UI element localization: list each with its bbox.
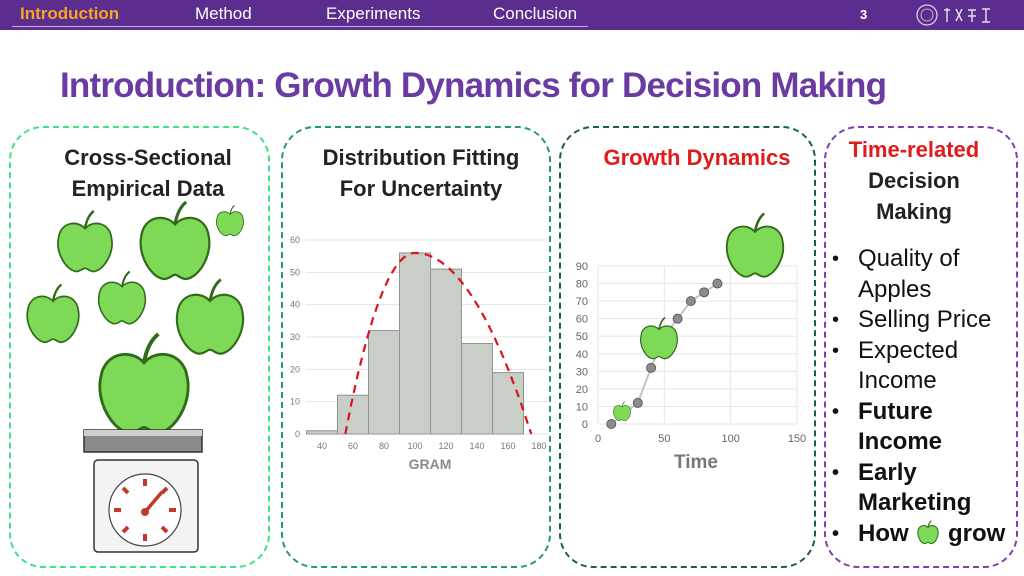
panel-decision-making	[824, 126, 1018, 568]
growth-data-point	[712, 278, 723, 289]
histogram-x-tick: 120	[438, 441, 453, 451]
histogram-x-axis-label: GRAM	[408, 456, 452, 472]
growth-data-point	[646, 362, 657, 373]
bullet-future-income: • Future Income	[830, 397, 1020, 458]
growth-y-tick: 10	[576, 401, 588, 413]
bullet-how-grow-word1: How	[858, 519, 909, 547]
distribution-title-line2: For Uncertainty	[339, 176, 503, 201]
growth-x-tick: 150	[788, 433, 806, 445]
growth-data-point	[632, 397, 643, 408]
histogram-x-tick: 140	[469, 441, 484, 451]
bullet-how-grow: • How grow	[832, 519, 1006, 547]
slide-title: Introduction: Growth Dynamics for Decisi…	[60, 66, 887, 105]
growth-y-tick: 90	[576, 261, 588, 273]
growth-x-tick: 50	[658, 433, 670, 445]
histogram-x-tick: 160	[500, 441, 515, 451]
histogram-bar	[368, 330, 400, 435]
histogram-bar	[430, 268, 462, 435]
histogram-bar	[492, 372, 524, 435]
panel-distribution-fitting	[281, 126, 551, 568]
bullet-future-income-line1: Future	[858, 397, 933, 425]
apple-icon	[613, 401, 631, 422]
decision-title-line1: Time-related	[848, 137, 980, 162]
growth-dynamics-title: Growth Dynamics	[603, 145, 791, 170]
decision-title-line2: Decision	[868, 168, 960, 193]
nav-conclusion[interactable]: Conclusion	[493, 4, 578, 23]
histogram-y-tick: 60	[290, 235, 300, 245]
decision-title-line3: Making	[876, 199, 952, 224]
bullet-early-marketing-line2: Marketing	[858, 489, 972, 516]
cross-sectional-title: Cross-Sectional Empirical Data	[30, 142, 266, 204]
apple-icon	[917, 519, 940, 544]
bullet-expected-income: • Expected Income	[830, 336, 1020, 397]
histogram-bar	[399, 252, 431, 435]
histogram-y-tick: 20	[290, 364, 300, 374]
top-navigation-bar	[0, 0, 1024, 30]
apple-icon	[639, 316, 679, 360]
histogram-x-tick: 80	[379, 441, 389, 451]
bullet-future-income-line2: Income	[858, 428, 943, 455]
bullet-how-grow-word2: grow	[948, 519, 1006, 547]
nav-method[interactable]: Method	[195, 4, 252, 23]
bullet-early-marketing: • Early Marketing	[830, 458, 1020, 519]
distribution-title: Distribution Fitting For Uncertainty	[288, 142, 554, 204]
histogram-y-tick: 10	[290, 397, 300, 407]
fitted-distribution-curve	[344, 251, 533, 435]
panel-growth-dynamics	[559, 126, 816, 568]
bullet-selling-price-line1: Selling Price	[858, 306, 992, 333]
growth-data-point	[672, 313, 683, 324]
bullet-quality: • Quality of Apples	[830, 244, 1020, 305]
histogram-x-tick: 180	[531, 441, 546, 451]
growth-data-point	[685, 296, 696, 307]
decision-title: Time-related Decision Making	[826, 134, 1002, 227]
nav-experiments[interactable]: Experiments	[326, 4, 421, 23]
histogram-y-tick: 50	[290, 267, 300, 277]
bullet-quality-line1: Quality of	[858, 245, 960, 272]
histogram-x-tick: 100	[407, 441, 422, 451]
histogram-y-tick: 30	[290, 332, 300, 342]
growth-y-tick: 60	[576, 314, 588, 326]
nav-introduction[interactable]: Introduction	[20, 4, 120, 23]
decision-bullet-list: • Quality of Apples • Selling Price • Ex…	[830, 244, 1020, 549]
histogram-x-tick: 60	[348, 441, 358, 451]
university-logo	[916, 4, 990, 26]
panel-cross-sectional	[9, 126, 270, 568]
growth-y-tick: 0	[582, 419, 588, 431]
bullet-quality-line2: Apples	[858, 275, 932, 303]
cross-sectional-title-line1: Cross-Sectional	[64, 145, 232, 170]
cross-sectional-title-line2: Empirical Data	[71, 176, 225, 201]
bullet-expected-income-line2: Income	[858, 367, 937, 394]
growth-data-point	[606, 419, 617, 429]
histogram-y-tick: 0	[295, 429, 300, 439]
growth-x-axis-label: Time	[673, 452, 718, 473]
bullet-expected-income-line1: Expected	[858, 336, 959, 364]
distribution-title-line1: Distribution Fitting	[322, 145, 520, 170]
histogram-x-tick: 40	[317, 441, 327, 451]
growth-x-tick: 0	[595, 433, 601, 445]
growth-y-tick: 40	[576, 349, 588, 361]
apple-icon	[725, 212, 785, 278]
growth-y-tick: 70	[576, 296, 588, 308]
bullet-selling-price: • Selling Price	[830, 305, 1020, 336]
growth-y-tick: 20	[576, 384, 588, 396]
growth-y-tick: 50	[576, 331, 588, 343]
nav-underline	[12, 26, 588, 27]
growth-y-tick: 30	[576, 366, 588, 378]
bullet-early-marketing-line1: Early	[858, 458, 917, 486]
growth-x-tick: 100	[721, 433, 739, 445]
histogram-y-tick: 40	[290, 300, 300, 310]
histogram-bar	[337, 394, 369, 435]
growth-y-tick: 80	[576, 279, 588, 291]
growth-data-point	[699, 287, 710, 298]
page-number: 3	[860, 7, 868, 22]
